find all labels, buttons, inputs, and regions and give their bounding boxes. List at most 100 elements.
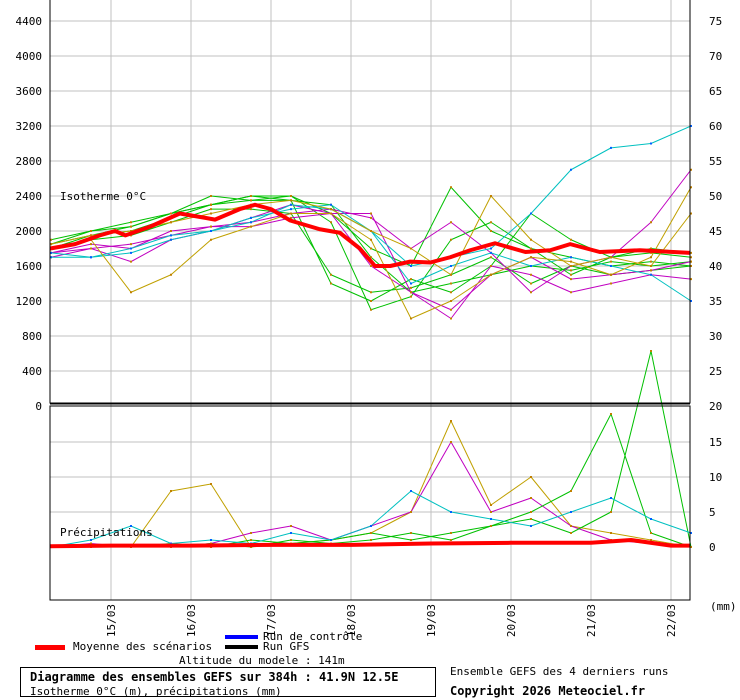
data-point	[130, 225, 132, 228]
data-point	[690, 186, 692, 189]
right-tick-label: 30	[709, 330, 722, 343]
x-tick-label: 18/03	[345, 604, 358, 637]
legend-control-swatch	[225, 635, 258, 639]
data-point	[370, 532, 372, 534]
data-point	[690, 256, 692, 259]
data-point	[210, 230, 212, 232]
data-point	[370, 212, 372, 215]
chart-title: Diagramme des ensembles GEFS sur 384h : …	[30, 670, 399, 684]
y-tick-label: 2400	[16, 190, 43, 203]
data-point	[170, 212, 172, 215]
data-point	[490, 247, 492, 250]
data-point	[490, 265, 492, 267]
data-point	[370, 525, 372, 527]
data-point	[90, 243, 92, 246]
data-point	[330, 212, 332, 215]
data-point	[410, 247, 412, 250]
precip-tick-label: 15	[709, 436, 722, 449]
data-point	[570, 532, 572, 534]
data-point	[490, 251, 492, 254]
data-point	[530, 497, 532, 499]
data-point	[570, 260, 572, 263]
data-point	[210, 212, 212, 215]
x-tick-label: 20/03	[505, 604, 518, 637]
data-point	[450, 300, 452, 302]
data-point	[290, 525, 292, 527]
data-point	[250, 221, 252, 224]
data-point	[290, 216, 292, 219]
data-point	[210, 195, 212, 197]
data-point	[690, 125, 692, 127]
data-point	[170, 238, 172, 241]
data-point	[570, 269, 572, 272]
data-point	[450, 532, 452, 534]
data-point	[690, 278, 692, 281]
y-tick-label: 4400	[16, 15, 43, 28]
data-point	[410, 286, 412, 289]
data-point	[450, 186, 452, 189]
right-tick-label: 70	[709, 50, 722, 63]
data-point	[130, 525, 132, 527]
data-point	[650, 269, 652, 272]
x-tick-label: 21/03	[585, 604, 598, 637]
isotherm-mean-line	[49, 202, 691, 268]
data-point	[490, 518, 492, 520]
data-point	[290, 539, 292, 541]
data-point	[450, 238, 452, 241]
data-point	[450, 291, 452, 294]
data-point	[530, 273, 532, 276]
data-point	[410, 278, 412, 281]
data-point	[450, 317, 452, 320]
data-point	[170, 234, 172, 237]
data-point	[650, 256, 652, 259]
legend-mean-swatch	[35, 645, 65, 650]
data-point	[530, 525, 532, 527]
data-point	[410, 317, 412, 320]
data-point	[610, 256, 612, 259]
data-point	[250, 539, 252, 541]
data-point	[410, 532, 412, 534]
data-point	[90, 230, 92, 232]
data-point	[650, 539, 652, 541]
data-point	[570, 511, 572, 513]
data-point	[530, 265, 532, 267]
title-box: Diagramme des ensembles GEFS sur 384h : …	[20, 667, 436, 698]
data-point	[530, 247, 532, 250]
y-tick-label: 1600	[16, 260, 43, 273]
data-point	[370, 230, 372, 232]
x-tick-label: 17/03	[265, 604, 278, 637]
data-point	[490, 230, 492, 232]
data-point	[610, 273, 612, 276]
data-point	[450, 511, 452, 513]
data-point	[650, 247, 652, 250]
data-point	[250, 225, 252, 228]
data-point	[610, 282, 612, 285]
data-point	[290, 203, 292, 206]
right-tick-label: 75	[709, 15, 722, 28]
data-point	[50, 256, 52, 259]
precip-panel-label: Précipitations	[60, 526, 153, 539]
x-tick-label: 15/03	[105, 604, 118, 637]
data-point	[170, 490, 172, 492]
right-tick-label: 60	[709, 120, 722, 133]
data-point	[490, 221, 492, 224]
data-point	[290, 195, 292, 197]
data-point	[370, 291, 372, 294]
data-point	[530, 511, 532, 513]
data-point	[330, 282, 332, 285]
data-point	[610, 497, 612, 499]
data-point	[410, 490, 412, 492]
data-point	[90, 539, 92, 541]
data-point	[610, 260, 612, 263]
data-point	[650, 518, 652, 520]
data-point	[570, 490, 572, 492]
data-point	[530, 476, 532, 478]
data-point	[410, 265, 412, 267]
precip-mean-line	[50, 538, 691, 549]
right-tick-label: 20	[709, 400, 722, 413]
data-point	[130, 291, 132, 294]
data-point	[410, 539, 412, 541]
data-point	[210, 208, 212, 211]
data-point	[370, 247, 372, 250]
